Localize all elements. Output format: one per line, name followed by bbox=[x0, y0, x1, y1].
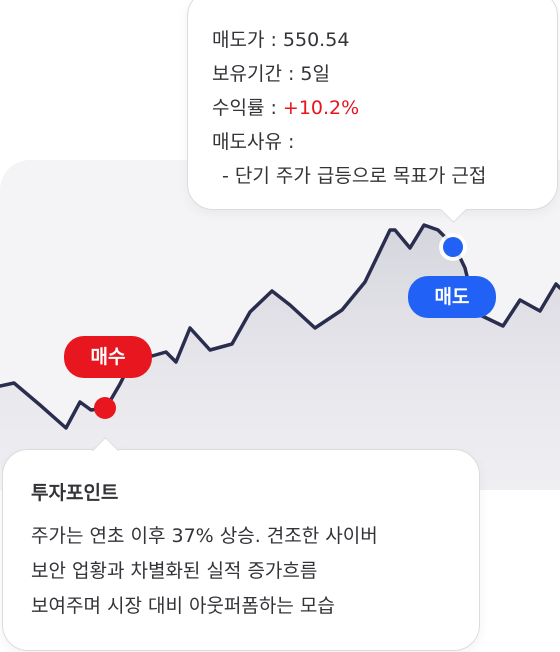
holding-period-label: 보유기간 : bbox=[212, 63, 301, 85]
sell-badge[interactable]: 매도 bbox=[408, 276, 496, 318]
holding-period-value: 5일 bbox=[300, 63, 330, 85]
return-rate-value: +10.2% bbox=[282, 97, 360, 119]
return-rate-label: 수익률 : bbox=[212, 97, 283, 119]
investment-point-card: 투자포인트 주가는 연초 이후 37% 상승. 견조한 사이버 보안 업황과 차… bbox=[2, 449, 480, 651]
investment-point-title: 투자포인트 bbox=[31, 482, 119, 504]
sell-price-value: 550.54 bbox=[282, 29, 350, 51]
sell-info-card: 매도가 : 550.54 보유기간 : 5일 수익률 : +10.2% 매도사유… bbox=[187, 0, 558, 210]
investment-point-line-1: 주가는 연초 이후 37% 상승. 견조한 사이버 bbox=[31, 525, 378, 547]
sell-point-marker[interactable] bbox=[443, 237, 463, 257]
investment-point-line-2: 보안 업황과 차별화된 실적 증가흐름 bbox=[31, 560, 318, 582]
sell-reason-label: 매도사유 : bbox=[212, 131, 295, 153]
sell-reason-item: - 단기 주가 급등으로 목표가 근접 bbox=[222, 165, 487, 187]
buy-badge[interactable]: 매수 bbox=[64, 336, 152, 378]
sell-price-row: 매도가 : 550.54 bbox=[212, 23, 557, 57]
holding-period-row: 보유기간 : 5일 bbox=[212, 57, 557, 91]
investment-point-line-3: 보여주며 시장 대비 아웃퍼폼하는 모습 bbox=[31, 595, 335, 617]
buy-point-marker[interactable] bbox=[94, 397, 116, 419]
return-rate-row: 수익률 : +10.2% bbox=[212, 91, 557, 125]
sell-price-label: 매도가 : bbox=[212, 29, 283, 51]
